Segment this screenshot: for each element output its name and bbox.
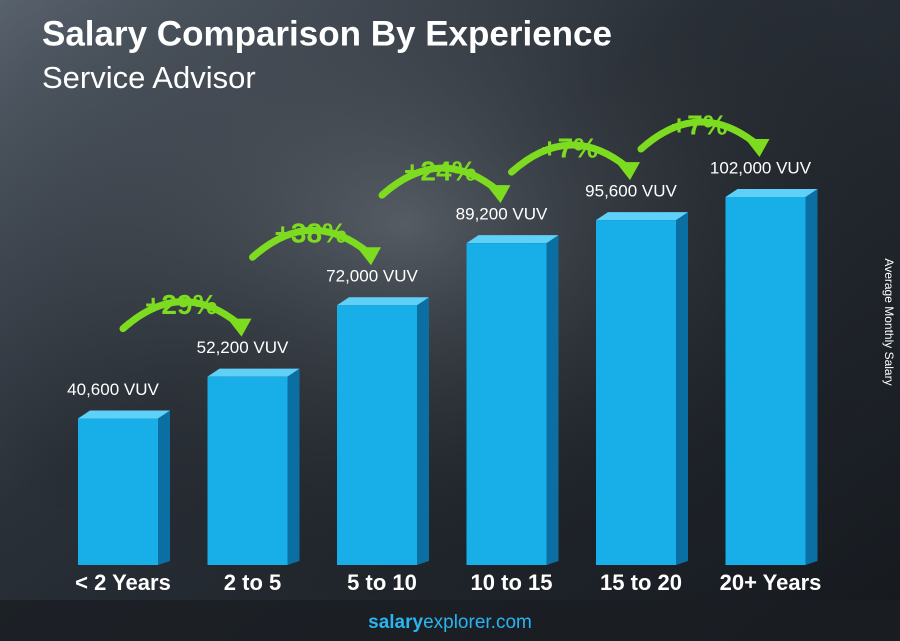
bar <box>466 243 547 565</box>
bar-side <box>805 189 818 565</box>
bar-top <box>466 235 559 244</box>
annotation-arrow <box>378 164 502 199</box>
x-tick-label: 2 to 5 <box>224 570 281 595</box>
annotation-arrowhead <box>227 318 252 337</box>
annotation: +7% <box>671 109 728 140</box>
value-label: 72,000 VUV <box>326 267 418 286</box>
chart-title: Salary Comparison By Experience <box>42 14 612 53</box>
footer-band <box>0 600 900 641</box>
x-tick-label: 10 to 15 <box>471 570 553 595</box>
annotation-arrowhead <box>616 162 640 181</box>
bar <box>337 305 417 565</box>
bar-side <box>676 212 688 565</box>
bar-top <box>725 189 818 197</box>
annotation: +38% <box>275 218 347 249</box>
bar-top <box>207 368 300 377</box>
x-tick-label: < 2 Years <box>75 570 171 595</box>
annotation: +29% <box>145 289 217 320</box>
value-label: 52,200 VUV <box>197 338 289 357</box>
bar-side <box>287 368 300 565</box>
x-tick-label: 15 to 20 <box>600 570 682 595</box>
y-axis-label: Average Monthly Salary <box>882 258 896 385</box>
bar-side <box>158 410 170 565</box>
value-label: 89,200 VUV <box>456 205 548 224</box>
x-tick-label: 5 to 10 <box>347 570 417 595</box>
footer-rest: explorer.com <box>423 612 532 633</box>
annotation-arrowhead <box>745 139 770 157</box>
value-label: 95,600 VUV <box>585 182 677 201</box>
annotation-arrow <box>508 141 632 176</box>
chart-subtitle: Service Advisor <box>42 60 256 95</box>
bar-top <box>337 297 429 306</box>
value-label: 102,000 VUV <box>710 158 812 177</box>
bar-side <box>417 297 429 565</box>
annotation: +24% <box>404 156 476 187</box>
annotation-arrowhead <box>486 185 511 204</box>
value-label: 40,600 VUV <box>67 380 159 399</box>
annotation-arrow <box>119 298 243 333</box>
bar <box>78 418 158 565</box>
x-tick-label: 20+ Years <box>720 570 822 595</box>
annotation-arrow <box>249 226 373 261</box>
footer: salaryexplorer.com <box>368 612 532 633</box>
bar <box>596 220 676 565</box>
bar <box>725 197 806 565</box>
bar-top <box>78 410 170 419</box>
annotation: +7% <box>541 132 598 163</box>
bar <box>207 376 288 565</box>
footer-bold: salary <box>368 612 423 633</box>
bar-side <box>546 235 559 565</box>
annotation-arrow <box>637 118 761 153</box>
bar-top <box>596 212 688 221</box>
annotation-arrowhead <box>357 247 381 266</box>
